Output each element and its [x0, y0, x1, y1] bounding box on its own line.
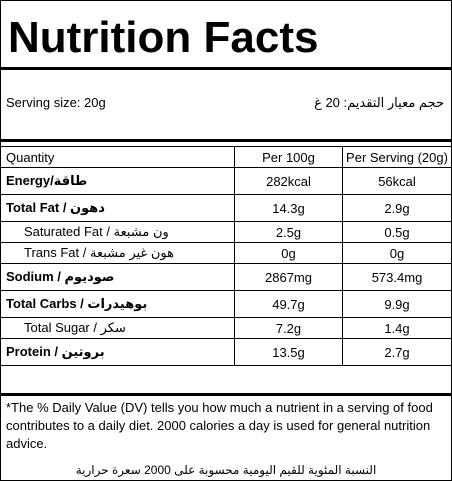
value-per-100g: 13.5g	[234, 338, 343, 366]
nutrient-name-en: Trans Fat	[24, 245, 80, 260]
value-per-serving: 2.9g	[342, 194, 451, 222]
nutrient-name-en: Energy	[6, 173, 51, 188]
table-row-sodium: Sodium / صوديوم 2867mg 573.4mg	[1, 263, 451, 291]
nutrient-name-en: Saturated Fat	[24, 224, 103, 239]
nutrient-name: Sodium / صوديوم	[1, 263, 235, 291]
value-per-100g: 7.2g	[234, 317, 343, 339]
serving-size-ar: حجم معيار التقديم: 20 غ	[314, 95, 444, 110]
nutrient-separator: /	[50, 344, 62, 359]
nutrition-table: Quantity Per 100g Per Serving (20g) Ener…	[1, 146, 451, 366]
value-per-100g: 0g	[234, 242, 343, 264]
value-per-100g: 2867mg	[234, 263, 343, 291]
footnote-ar: النسبة المئوية للقيم اليومية محسوبة على …	[75, 463, 377, 477]
header-per-100g: Per 100g	[234, 146, 343, 168]
nutrient-name-ar: بوهيدرات	[87, 296, 148, 311]
nutrient-name: Total Fat / دهون	[1, 194, 235, 222]
title-divider	[1, 67, 451, 70]
table-row-total-fat: Total Fat / دهون 14.3g 2.9g	[1, 194, 451, 222]
value-per-serving: 0g	[342, 242, 451, 264]
label-title: Nutrition Facts	[8, 13, 319, 62]
value-per-serving: 573.4mg	[342, 263, 451, 291]
nutrient-name-en: Sodium	[6, 269, 54, 284]
nutrient-separator: /	[102, 224, 114, 239]
nutrient-name: Total Carbs / بوهيدرات	[1, 290, 235, 318]
nutrient-name-ar: ون مشبعة	[113, 224, 169, 239]
nutrient-name-ar: صوديوم	[64, 269, 115, 284]
nutrient-name-en: Protein	[6, 344, 51, 359]
table-row-trans-fat: Trans Fat / هون غير مشبعة 0g 0g	[1, 242, 451, 264]
table-row-saturated-fat: Saturated Fat / ون مشبعة 2.5g 0.5g	[1, 221, 451, 243]
value-per-serving: 1.4g	[342, 317, 451, 339]
nutrient-name: Saturated Fat / ون مشبعة	[1, 221, 235, 243]
value-per-100g: 282kcal	[234, 167, 343, 195]
footnote-divider	[1, 393, 451, 396]
value-per-serving: 2.7g	[342, 338, 451, 366]
table-row-energy: Energy/طاقة 282kcal 56kcal	[1, 167, 451, 195]
nutrient-name: Trans Fat / هون غير مشبعة	[1, 242, 235, 264]
table-row-total-carbs: Total Carbs / بوهيدرات 49.7g 9.9g	[1, 290, 451, 318]
value-per-100g: 14.3g	[234, 194, 343, 222]
nutrient-name-ar: هون غير مشبعة	[90, 245, 174, 260]
nutrient-name-en: Total Sugar	[24, 320, 90, 335]
table-header-row: Quantity Per 100g Per Serving (20g)	[1, 146, 451, 168]
footnote-en: *The % Daily Value (DV) tells you how mu…	[6, 400, 433, 451]
serving-size-en: Serving size: 20g	[6, 95, 106, 110]
table-row-total-sugar: Total Sugar / سكر 7.2g 1.4g	[1, 317, 451, 339]
nutrient-name-en: Total Carbs	[6, 296, 77, 311]
nutrient-separator: /	[59, 200, 71, 215]
nutrient-name: Total Sugar / سكر	[1, 317, 235, 339]
nutrient-separator: /	[89, 320, 101, 335]
value-per-serving: 0.5g	[342, 221, 451, 243]
header-per-serving: Per Serving (20g)	[342, 146, 451, 168]
nutrient-name: Energy/طاقة	[1, 167, 235, 195]
nutrient-separator: /	[79, 245, 90, 260]
nutrient-name-ar: بروتين	[61, 344, 105, 359]
nutrient-name-ar: سكر	[100, 320, 126, 335]
nutrient-name-en: Total Fat	[6, 200, 60, 215]
nutrient-separator: /	[50, 173, 54, 188]
nutrient-name-ar: طاقة	[53, 173, 88, 188]
serving-divider	[1, 139, 451, 142]
nutrient-name-ar: دهون	[70, 200, 105, 215]
nutrient-separator: /	[53, 269, 65, 284]
nutrient-name: Protein / بروتين	[1, 338, 235, 366]
value-per-serving: 9.9g	[342, 290, 451, 318]
nutrient-separator: /	[76, 296, 88, 311]
header-quantity: Quantity	[1, 146, 235, 168]
value-per-100g: 2.5g	[234, 221, 343, 243]
value-per-serving: 56kcal	[342, 167, 451, 195]
value-per-100g: 49.7g	[234, 290, 343, 318]
table-row-protein: Protein / بروتين 13.5g 2.7g	[1, 338, 451, 366]
